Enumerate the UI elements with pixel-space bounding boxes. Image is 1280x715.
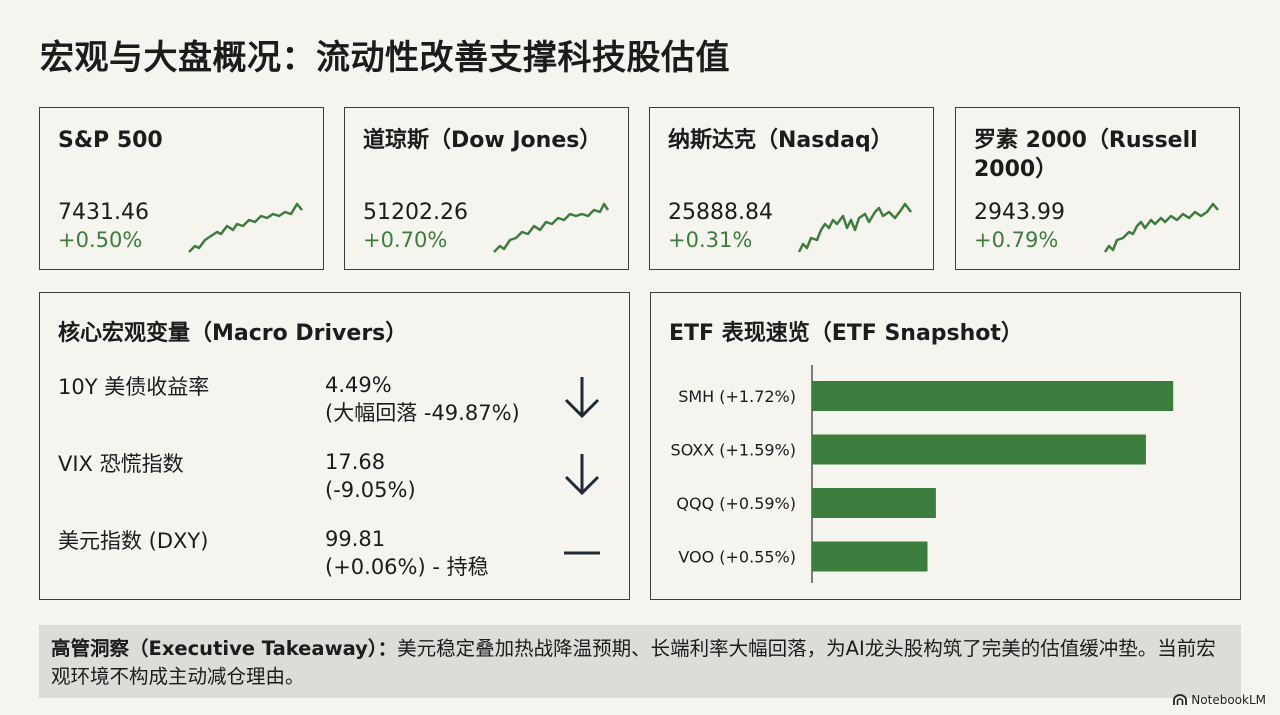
index-change: +0.70% <box>363 228 448 252</box>
macro-row-vix: VIX 恐慌指数 17.68 (-9.05%) <box>40 448 629 518</box>
index-card-dow-jones: 道琼斯（Dow Jones） 51202.26 +0.70% <box>344 107 629 270</box>
etf-bar-label: QQQ (+0.59%) <box>676 494 796 513</box>
macro-value-main: 4.49% <box>325 373 392 397</box>
etf-bar-chart: SMH (+1.72%) SOXX (+1.59%) QQQ (+0.59%) VOO… <box>671 365 1174 583</box>
macro-row-10y-yield: 10Y 美债收益率 4.49% (大幅回落 -49.87%) <box>40 371 629 441</box>
index-value: 25888.84 <box>668 200 773 225</box>
index-card-sp500: S&P 500 7431.46 +0.50% <box>39 107 324 270</box>
index-name: 罗素 2000（Russell 2000） <box>974 128 1198 182</box>
macro-value: 99.81 (+0.06%) - 持稳 <box>325 525 489 581</box>
takeaway-label: 高管洞察（Executive Takeaway）： <box>51 637 398 660</box>
index-value: 7431.46 <box>58 200 149 225</box>
arrow-down-icon <box>564 454 600 496</box>
index-value: 51202.26 <box>363 200 468 225</box>
etf-bar <box>812 541 928 572</box>
index-change: +0.31% <box>668 228 753 252</box>
etf-bar <box>812 434 1146 465</box>
macro-label: 美元指数 (DXY) <box>58 529 209 553</box>
index-value: 2943.99 <box>974 200 1065 225</box>
sparkline-icon <box>493 202 610 253</box>
macro-value-detail: (+0.06%) - 持稳 <box>325 555 489 579</box>
index-card-russell-2000: 罗素 2000（Russell 2000） 2943.99 +0.79% <box>955 107 1240 270</box>
macro-value-detail: (大幅回落 -49.87%) <box>325 401 520 425</box>
macro-label: 10Y 美债收益率 <box>58 375 210 399</box>
macro-value-main: 17.68 <box>325 450 386 474</box>
index-card-nasdaq: 纳斯达克（Nasdaq） 25888.84 +0.31% <box>649 107 934 270</box>
etf-snapshot-panel: ETF 表现速览（ETF Snapshot） SMH (+1.72%) SOXX … <box>650 292 1241 600</box>
index-name: 纳斯达克（Nasdaq） <box>668 128 893 153</box>
etf-panel-title: ETF 表现速览（ETF Snapshot） <box>669 321 1023 346</box>
watermark-text: NotebookLM <box>1191 693 1266 707</box>
index-name: 道琼斯（Dow Jones） <box>363 128 602 153</box>
executive-takeaway: 高管洞察（Executive Takeaway）：美元稳定叠加热战降温预期、长端… <box>39 625 1241 698</box>
etf-bar-label: SMH (+1.72%) <box>678 387 796 406</box>
macro-value: 4.49% (大幅回落 -49.87%) <box>325 371 520 427</box>
sparkline-icon <box>1103 202 1219 253</box>
macro-label: VIX 恐慌指数 <box>58 452 184 476</box>
index-change: +0.50% <box>58 228 143 252</box>
flat-dash-icon <box>564 551 600 555</box>
macro-drivers-panel: 核心宏观变量（Macro Drivers） 10Y 美债收益率 4.49% (大… <box>39 292 630 600</box>
macro-row-dxy: 美元指数 (DXY) 99.81 (+0.06%) - 持稳 <box>40 525 629 595</box>
macro-value: 17.68 (-9.05%) <box>325 448 416 504</box>
etf-bar <box>812 381 1174 411</box>
index-name: S&P 500 <box>58 128 163 153</box>
index-change: +0.79% <box>974 228 1059 252</box>
etf-bar-label: VOO (+0.55%) <box>678 548 796 567</box>
etf-bar-label: SOXX (+1.59%) <box>671 441 796 460</box>
notebooklm-logo-icon <box>1173 694 1188 705</box>
arrow-down-icon <box>564 377 600 419</box>
macro-value-main: 99.81 <box>325 527 386 551</box>
macro-value-detail: (-9.05%) <box>325 478 416 502</box>
sparkline-icon <box>188 202 303 253</box>
watermark: NotebookLM <box>1173 693 1266 707</box>
page-title: 宏观与大盘概况：流动性改善支撑科技股估值 <box>40 38 730 78</box>
sparkline-icon <box>797 202 912 253</box>
macro-panel-title: 核心宏观变量（Macro Drivers） <box>58 321 408 346</box>
etf-bar <box>812 488 936 518</box>
takeaway-text: 美元稳定叠加热战降温预期、长端利率大幅回落，为AI龙头股构筑了完美的估值缓冲垫。… <box>51 637 1216 688</box>
